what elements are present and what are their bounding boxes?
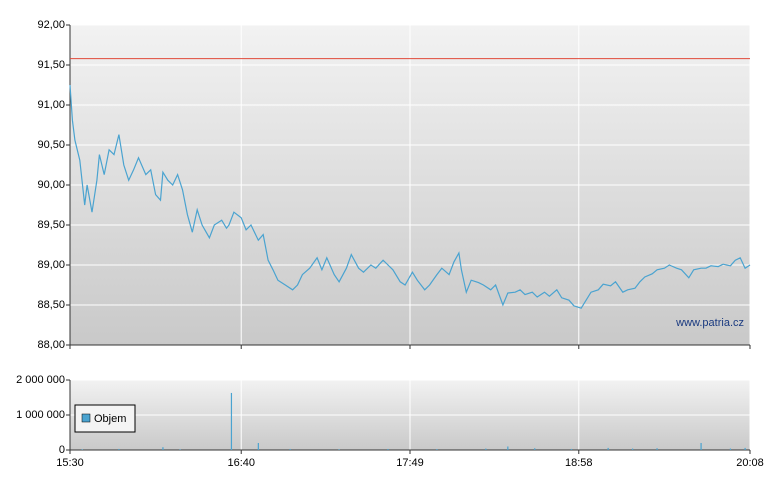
volume-bar	[607, 447, 609, 450]
volume-bar	[162, 447, 164, 450]
x-tick-label: 15:30	[56, 457, 84, 469]
volume-bar	[631, 448, 634, 450]
volume-bar	[534, 448, 536, 450]
volume-bar	[179, 449, 181, 450]
x-tick-label: 17:49	[396, 457, 424, 469]
y-tick-label: 92,00	[37, 19, 65, 31]
volume-bar	[729, 448, 732, 450]
volume-bar	[338, 449, 340, 450]
y-tick-label: 2 000 000	[16, 374, 65, 386]
y-tick-label: 88,00	[37, 339, 65, 351]
y-tick-label: 89,50	[37, 219, 65, 231]
x-tick-label: 18:58	[565, 457, 593, 469]
volume-bar	[289, 448, 291, 450]
y-tick-label: 1 000 000	[16, 409, 65, 421]
volume-bar	[257, 443, 259, 450]
y-tick-label: 0	[59, 444, 65, 456]
volume-bar	[656, 448, 658, 450]
y-tick-label: 90,00	[37, 179, 65, 191]
x-tick-label: 16:40	[227, 457, 255, 469]
legend-swatch	[81, 413, 91, 423]
volume-bar	[436, 449, 438, 450]
y-tick-label: 91,00	[37, 99, 65, 111]
volume-bar	[700, 443, 702, 450]
volume-bar	[744, 447, 746, 450]
volume-bar	[387, 448, 389, 450]
x-tick-label: 20:08	[736, 457, 764, 469]
legend-label: Objem	[94, 413, 126, 425]
y-tick-label: 89,00	[37, 259, 65, 271]
volume-bar	[485, 448, 487, 450]
y-tick-label: 88,50	[37, 299, 65, 311]
volume-bar	[118, 448, 120, 450]
volume-bar	[570, 448, 573, 450]
y-tick-label: 91,50	[37, 59, 65, 71]
volume-bar	[81, 449, 83, 450]
y-tick-label: 90,50	[37, 139, 65, 151]
price-line	[69, 84, 751, 309]
volume-bar	[230, 392, 233, 450]
watermark: www.patria.cz	[675, 317, 744, 329]
volume-bar	[507, 446, 509, 450]
